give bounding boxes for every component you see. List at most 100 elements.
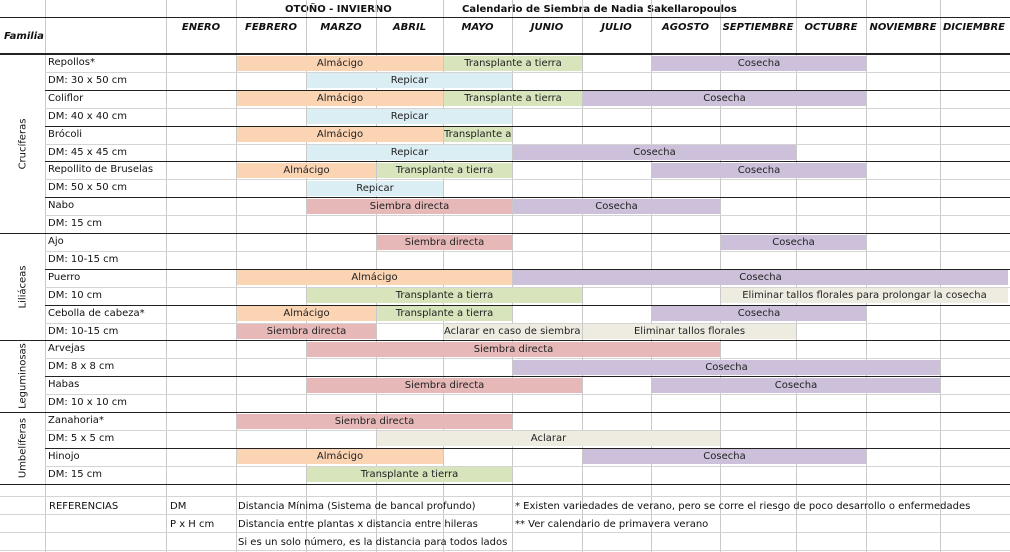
row-divider <box>45 323 1010 324</box>
crop-divider <box>45 305 1010 306</box>
activity-bar: Transplante a tierra <box>377 162 512 178</box>
row-divider <box>45 72 1010 73</box>
activity-bar: Transplante a tierra <box>444 91 582 107</box>
activity-bar: Siembra directa <box>307 341 720 357</box>
row-divider <box>45 358 1010 359</box>
activity-bar: Repicar <box>307 180 443 196</box>
activity-bar: Transplante a tierra <box>444 55 582 71</box>
ref-text-pxh: Distancia entre plantas x distancia entr… <box>238 519 478 530</box>
row-divider <box>45 251 1010 252</box>
crop-label: Repollos* <box>48 57 96 68</box>
crop-divider <box>45 448 1010 449</box>
month-header-2: FEBRERO <box>244 22 298 33</box>
crop-label: DM: 45 x 45 cm <box>48 146 128 158</box>
activity-bar: Cosecha <box>513 359 940 375</box>
grid-vline <box>236 0 237 552</box>
activity-bar: Almácigo <box>237 449 443 465</box>
activity-bar: Siembra directa <box>307 377 582 393</box>
activity-bar: Transplante a tierra <box>377 306 512 322</box>
activity-bar: Cosecha <box>513 145 796 160</box>
reference-row-line <box>0 550 1010 551</box>
activity-bar: Aclarar en caso de siembra directa <box>444 324 582 339</box>
family-2: Leguminosas <box>0 340 45 412</box>
activity-bar: Siembra directa <box>377 234 512 250</box>
family-label: Crucíferas <box>17 118 28 169</box>
family-divider <box>0 412 1010 413</box>
reference-row-line <box>0 514 1010 515</box>
family-divider <box>0 54 1010 55</box>
crop-divider <box>45 90 1010 91</box>
month-header-5: MAYO <box>461 22 494 33</box>
activity-bar: Cosecha <box>652 377 940 393</box>
crop-divider <box>45 269 1010 270</box>
month-header-9: SEPTIEMBRE <box>722 22 794 33</box>
row-divider <box>45 179 1010 180</box>
crop-label: Hinojo <box>48 450 80 462</box>
activity-bar: Repicar <box>307 109 512 125</box>
reference-row-line <box>0 532 1010 533</box>
crop-label: DM: 10 x 10 cm <box>48 397 128 409</box>
calendar-title: Calendario de Siembra de Nadia Sakellaro… <box>462 4 737 15</box>
family-1: Liliáceas <box>0 233 45 340</box>
row-divider <box>45 466 1010 467</box>
crop-label: DM: 30 x 50 cm <box>48 74 128 86</box>
activity-bar: Cosecha <box>652 306 866 322</box>
row-divider <box>45 144 1010 145</box>
crop-label: DM: 10 cm <box>48 289 103 301</box>
month-header-6: JUNIO <box>530 22 564 33</box>
crop-label: DM: 50 x 50 cm <box>48 182 128 194</box>
crop-label: Ajo <box>48 236 64 247</box>
header-divider <box>0 17 1010 18</box>
family-3: Umbelíferas <box>0 412 45 484</box>
crop-label: Arvejas <box>48 343 86 355</box>
month-header-8: AGOSTO <box>662 22 709 33</box>
crop-label: Nabo <box>48 200 75 212</box>
crop-label: DM: 15 cm <box>48 468 103 480</box>
grid-vline <box>166 0 167 552</box>
activity-bar: Almácigo <box>237 270 512 286</box>
ref-note-varieties: * Existen variedades de verano, pero se … <box>515 501 971 512</box>
crop-divider <box>45 197 1010 198</box>
ref-code-dm: DM <box>170 501 187 512</box>
family-divider <box>0 340 1010 341</box>
activity-bar: Siembra directa <box>307 198 512 214</box>
familia-header: Familia <box>4 31 44 42</box>
crop-label: Habas <box>48 379 80 391</box>
activity-bar: Cosecha <box>513 270 1008 286</box>
crop-label: DM: 15 cm <box>48 218 103 230</box>
activity-bar: Cosecha <box>652 162 866 178</box>
activity-bar: Eliminar tallos florales para prolongar … <box>721 288 1008 304</box>
month-header-7: JULIO <box>601 22 632 33</box>
month-header-3: MARZO <box>320 22 362 33</box>
activity-bar: Siembra directa <box>237 324 376 339</box>
month-header-11: NOVIEMBRE <box>869 22 937 33</box>
activity-bar: Repicar <box>307 145 512 160</box>
month-header-10: OCTUBRE <box>804 22 858 33</box>
row-divider <box>45 394 1010 395</box>
activity-bar: Eliminar tallos florales <box>583 324 796 339</box>
reference-row-line <box>0 496 1010 497</box>
month-header-1: ENERO <box>181 22 221 33</box>
ref-note-spring: ** Ver calendario de primavera verano <box>515 519 709 530</box>
activity-bar: Repicar <box>307 73 512 89</box>
activity-bar: Almácigo <box>237 127 443 143</box>
crop-label: DM: 10-15 cm <box>48 325 119 337</box>
crop-label: Cebolla de cabeza* <box>48 307 145 319</box>
activity-bar: Transplante a tierra <box>444 127 512 143</box>
crop-label: Repollito de Bruselas <box>48 164 154 176</box>
month-header-4: ABRIL <box>392 22 427 33</box>
family-divider <box>0 233 1010 234</box>
activity-bar: Almácigo <box>237 306 376 322</box>
crop-label: DM: 40 x 40 cm <box>48 110 128 122</box>
grid-vline <box>45 0 46 552</box>
activity-bar: Almácigo <box>237 55 443 71</box>
activity-bar: Cosecha <box>513 198 720 214</box>
crop-label: DM: 10-15 cm <box>48 253 119 265</box>
crop-label: Brócoli <box>48 128 83 140</box>
family-label: Umbelíferas <box>17 417 28 478</box>
crop-label: Coliflor <box>48 92 84 104</box>
activity-bar: Cosecha <box>652 55 866 71</box>
crop-divider <box>45 126 1010 127</box>
header-bottom-line <box>0 53 1010 54</box>
